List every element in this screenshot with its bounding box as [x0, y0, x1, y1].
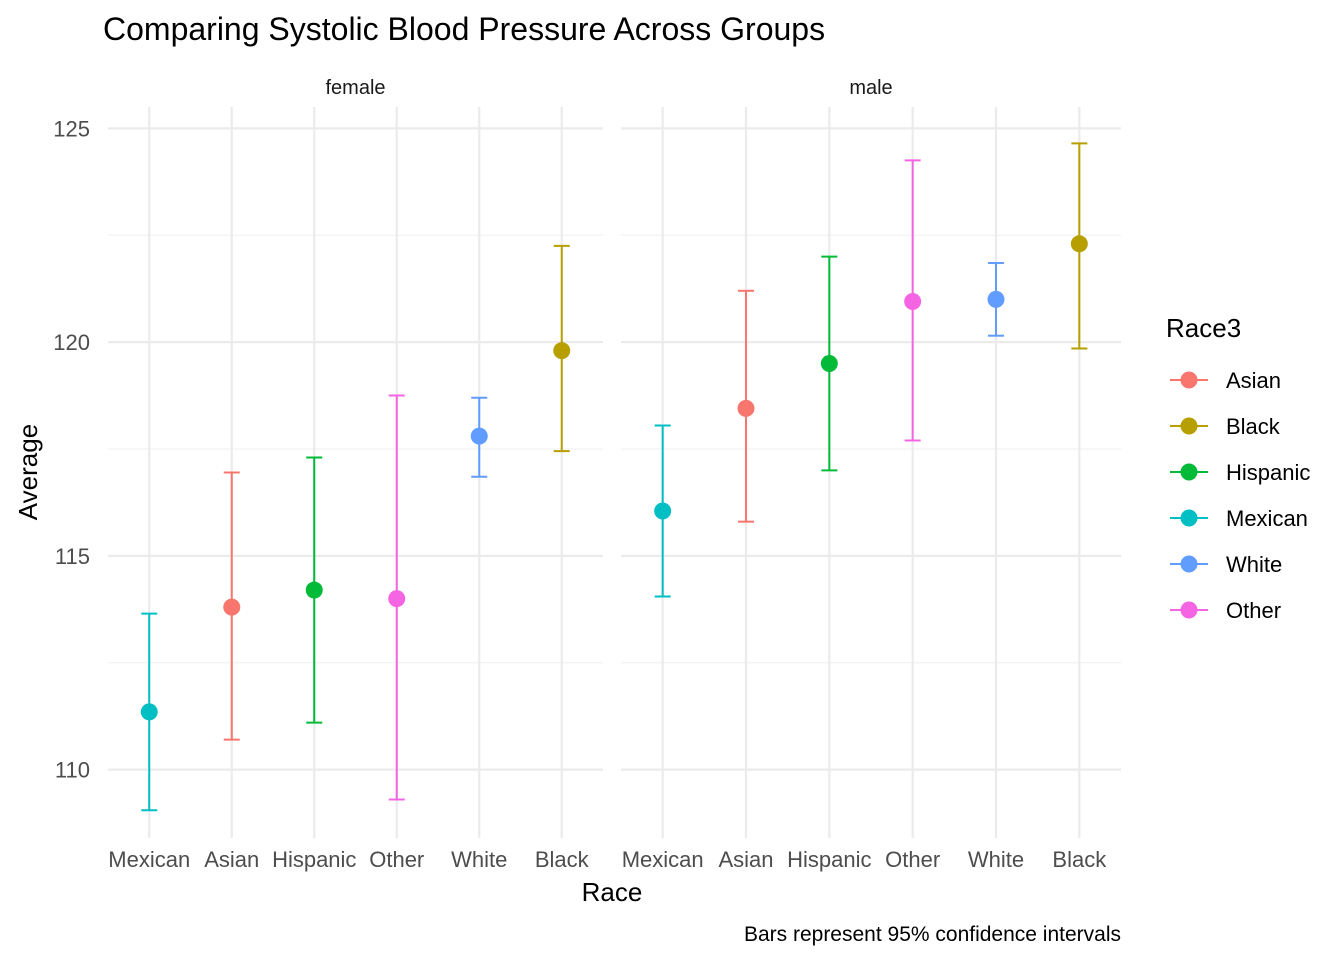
legend-key-point — [1180, 417, 1198, 435]
x-tick-label: Other — [369, 847, 424, 872]
legend-label: Asian — [1226, 368, 1281, 393]
x-tick-label: Asian — [204, 847, 259, 872]
legend-key-point — [1180, 463, 1198, 481]
facet-panels: female Mexican Asian Hispanic Other White Blac… — [53, 77, 1121, 872]
data-point-female-mexican — [140, 703, 158, 721]
data-point-male-asian — [737, 399, 755, 417]
facet-panel-female: female Mexican Asian Hispanic Other White Blac… — [108, 77, 603, 872]
legend-key-point — [1180, 509, 1198, 527]
y-tick-label: 125 — [53, 116, 90, 141]
legend-label: Other — [1226, 598, 1281, 623]
data-point-female-other — [388, 590, 406, 608]
y-axis-title: Average — [13, 424, 43, 520]
x-axis-title: Race — [582, 877, 643, 907]
legend-item-other: Other — [1170, 598, 1281, 623]
legend-item-hispanic: Hispanic — [1170, 460, 1310, 485]
legend-title: Race3 — [1166, 313, 1241, 343]
legend-key-point — [1180, 371, 1198, 389]
legend: Race3 Asian Black Hispanic Mexican White Othe… — [1166, 313, 1310, 623]
y-tick-label: 110 — [55, 758, 90, 783]
x-tick-label: White — [451, 847, 507, 872]
data-point-male-white — [987, 290, 1005, 308]
legend-label: Black — [1226, 414, 1281, 439]
x-tick-label: Black — [535, 847, 590, 872]
legend-label: White — [1226, 552, 1282, 577]
y-tick-label: 115 — [55, 544, 90, 569]
facet-label-male: male — [849, 77, 892, 99]
y-tick-label: 120 — [53, 330, 90, 355]
x-tick-label: Other — [885, 847, 940, 872]
x-tick-label: Mexican — [108, 847, 190, 872]
legend-key-point — [1180, 555, 1198, 573]
chart-caption: Bars represent 95% confidence intervals — [744, 923, 1121, 946]
x-tick-label: Hispanic — [272, 847, 356, 872]
legend-label: Hispanic — [1226, 460, 1310, 485]
facet-label-female: female — [325, 77, 385, 99]
data-point-female-white — [470, 427, 488, 445]
x-tick-label: Hispanic — [787, 847, 871, 872]
data-point-male-hispanic — [820, 354, 838, 372]
chart-title: Comparing Systolic Blood Pressure Across… — [103, 11, 825, 47]
legend-label: Mexican — [1226, 506, 1308, 531]
data-point-male-mexican — [654, 502, 672, 520]
legend-item-white: White — [1170, 552, 1282, 577]
facet-panel-male: male Mexican Asian Hispanic Other White Black — [621, 77, 1121, 872]
data-point-male-other — [904, 293, 922, 311]
data-point-female-hispanic — [305, 581, 323, 599]
data-point-female-black — [553, 342, 571, 360]
x-tick-label: Black — [1052, 847, 1107, 872]
x-tick-label: Asian — [718, 847, 773, 872]
legend-item-asian: Asian — [1170, 368, 1281, 393]
x-tick-label: Mexican — [622, 847, 704, 872]
data-point-female-asian — [223, 598, 241, 616]
data-point-male-black — [1070, 235, 1088, 253]
legend-item-black: Black — [1170, 414, 1281, 439]
legend-key-point — [1180, 601, 1198, 619]
x-tick-label: White — [968, 847, 1024, 872]
legend-item-mexican: Mexican — [1170, 506, 1308, 531]
